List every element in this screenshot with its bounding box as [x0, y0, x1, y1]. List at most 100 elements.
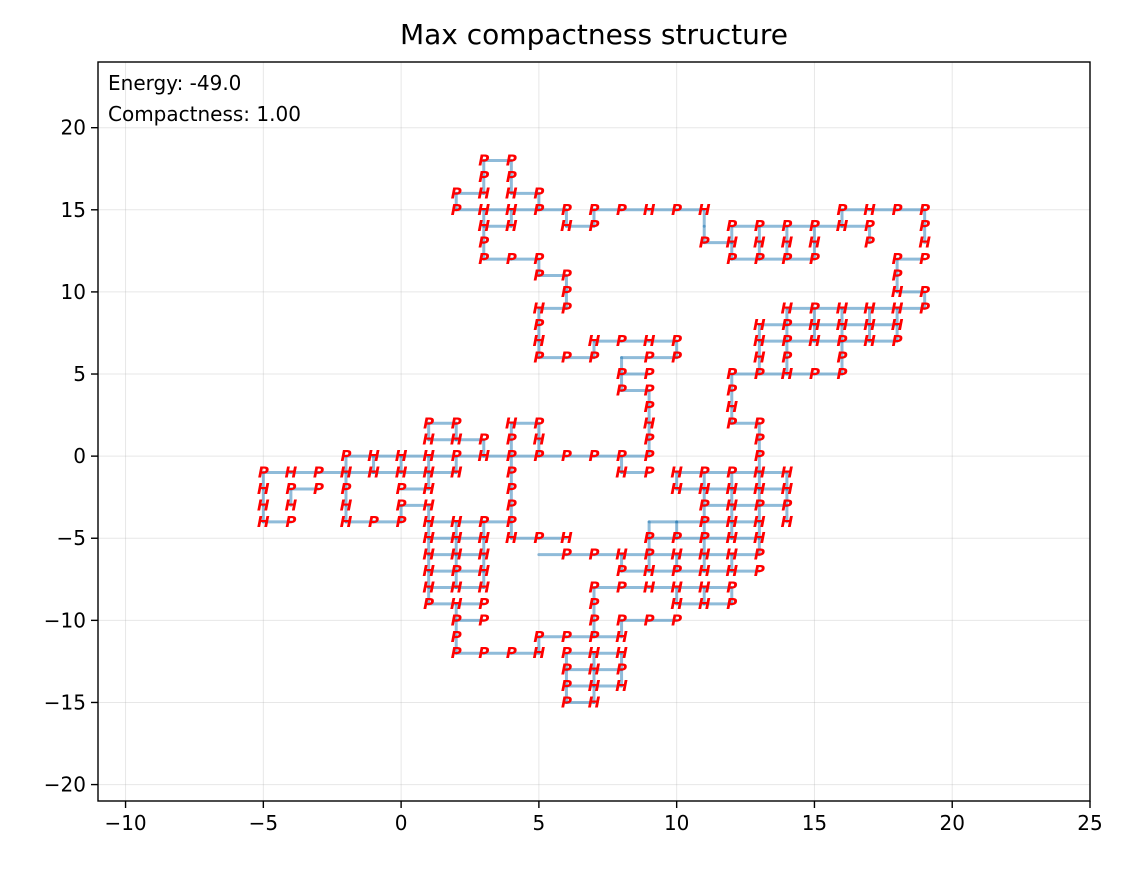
residue-label: H [395, 447, 408, 465]
y-tick-label: 10 [61, 280, 86, 304]
residue-label: H [588, 644, 601, 662]
residue-label: H [560, 217, 573, 235]
residue-label: H [450, 546, 463, 564]
residue-label: H [533, 299, 546, 317]
residue-label: P [919, 201, 930, 219]
residue-label: H [422, 579, 435, 597]
residue-label: H [836, 217, 849, 235]
residue-label: H [698, 546, 711, 564]
residue-label: P [754, 447, 765, 465]
residue-label: H [422, 480, 435, 498]
residue-label: H [670, 595, 683, 613]
residue-label: H [725, 234, 738, 252]
residue-label: H [725, 480, 738, 498]
residue-label: P [368, 513, 379, 531]
residue-label: P [919, 299, 930, 317]
residue-label: P [671, 201, 682, 219]
residue-label: H [698, 595, 711, 613]
residue-label: H [588, 693, 601, 711]
residue-label: P [754, 562, 765, 580]
residue-label: H [808, 316, 821, 334]
residue-label: H [698, 579, 711, 597]
residue-label: P [754, 250, 765, 268]
residue-label: P [837, 201, 848, 219]
residue-label: H [477, 546, 490, 564]
residue-label: P [919, 283, 930, 301]
residue-label: H [615, 644, 628, 662]
residue-label: H [477, 529, 490, 547]
y-tick-label: −10 [44, 608, 86, 632]
residue-label: H [836, 316, 849, 334]
residue-label: H [753, 234, 766, 252]
x-tick-label: −10 [104, 811, 146, 835]
residue-label: P [864, 234, 875, 252]
residue-label: P [726, 381, 737, 399]
residue-label: P [478, 595, 489, 613]
residue-label: P [919, 217, 930, 235]
residue-label: H [891, 299, 904, 317]
residue-label: P [589, 546, 600, 564]
residue-label: P [892, 332, 903, 350]
residue-label: H [725, 496, 738, 514]
residue-label: P [726, 579, 737, 597]
residue-label: H [863, 299, 876, 317]
residue-label: P [726, 414, 737, 432]
residue-label: P [616, 332, 627, 350]
residue-label: P [506, 480, 517, 498]
y-tick-label: 15 [61, 198, 86, 222]
residue-label: H [863, 316, 876, 334]
residue-label: H [643, 332, 656, 350]
residue-label: H [808, 332, 821, 350]
residue-label: H [781, 365, 794, 383]
residue-label: P [616, 365, 627, 383]
residue-label: H [781, 464, 794, 482]
residue-label: H [725, 529, 738, 547]
residue-label: H [615, 677, 628, 695]
residue-label: P [506, 431, 517, 449]
residue-label: P [506, 250, 517, 268]
residue-label: P [809, 299, 820, 317]
residue-label: P [919, 250, 930, 268]
residue-label: P [754, 546, 765, 564]
residue-label: P [699, 529, 710, 547]
residue-label: P [396, 480, 407, 498]
y-tick-label: 20 [61, 116, 86, 140]
residue-label: H [753, 464, 766, 482]
residue-label: H [505, 529, 518, 547]
residue-label: P [313, 480, 324, 498]
residue-label: P [699, 513, 710, 531]
residue-label: P [809, 250, 820, 268]
residue-label: H [422, 562, 435, 580]
residue-label: P [589, 595, 600, 613]
residue-label: P [533, 266, 544, 284]
residue-label: P [451, 611, 462, 629]
residue-label: P [671, 332, 682, 350]
residue-label: H [725, 562, 738, 580]
residue-label: P [533, 447, 544, 465]
x-tick-label: 20 [939, 811, 964, 835]
residue-label: H [422, 496, 435, 514]
residue-label: P [699, 234, 710, 252]
residue-label: H [753, 513, 766, 531]
residue-label: H [753, 316, 766, 334]
residue-label: H [367, 447, 380, 465]
residue-label: P [561, 628, 572, 646]
residue-label: P [533, 628, 544, 646]
residue-label: H [450, 464, 463, 482]
residue-label: P [616, 579, 627, 597]
residue-label: H [670, 546, 683, 564]
compactness-annotation: Compactness: 1.00 [108, 102, 301, 126]
plot-frame [97, 61, 1091, 802]
y-tick-label: −15 [44, 690, 86, 714]
residue-label: H [477, 579, 490, 597]
residue-label: P [533, 349, 544, 367]
residue-label: P [699, 464, 710, 482]
x-axis: −10 −5 0 5 10 15 20 25 [104, 801, 1103, 835]
x-tick-label: 15 [802, 811, 827, 835]
residue-label: P [451, 184, 462, 202]
residue-label: P [506, 496, 517, 514]
residue-label: P [754, 414, 765, 432]
residue-label: P [533, 250, 544, 268]
residue-label: H [560, 529, 573, 547]
